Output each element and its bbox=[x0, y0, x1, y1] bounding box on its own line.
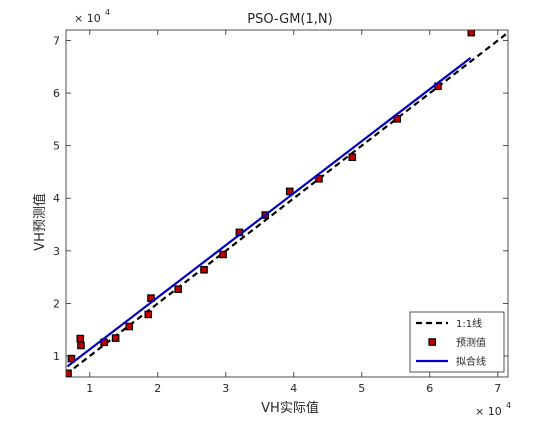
x-tick-label: 7 bbox=[494, 382, 501, 395]
data-point bbox=[467, 30, 476, 37]
data-point bbox=[111, 334, 120, 342]
x-exponent-base: × 10 bbox=[475, 405, 502, 418]
y-tick-label: 1 bbox=[53, 350, 60, 363]
data-point bbox=[66, 369, 72, 377]
x-axis-label: VH实际值 bbox=[261, 400, 319, 416]
y-tick-label: 3 bbox=[53, 245, 60, 258]
data-point bbox=[200, 265, 208, 274]
legend-label: 预测值 bbox=[456, 336, 486, 349]
legend-item: 拟合线 bbox=[416, 355, 486, 368]
x-tick-label: 3 bbox=[222, 382, 229, 395]
y-tick-label: 6 bbox=[53, 87, 60, 100]
fit-line bbox=[66, 56, 472, 368]
y-exponent-power: 4 bbox=[105, 8, 110, 17]
data-point bbox=[76, 334, 85, 343]
data-point bbox=[285, 187, 294, 196]
axes-box bbox=[65, 29, 509, 378]
legend-label: 拟合线 bbox=[456, 355, 486, 368]
legend-swatch bbox=[428, 338, 437, 346]
x-tick-label: 2 bbox=[154, 382, 161, 395]
data-point bbox=[125, 322, 134, 331]
y-tick-label: 7 bbox=[53, 35, 60, 48]
legend-box bbox=[409, 311, 505, 373]
data-point bbox=[219, 250, 227, 259]
legend-item: 预测值 bbox=[428, 336, 486, 349]
data-point bbox=[348, 153, 357, 162]
y-axis-label: VH预测值 bbox=[32, 193, 48, 251]
data-point bbox=[315, 174, 323, 183]
y-exponent-base: × 10 bbox=[74, 12, 101, 25]
x-tick-label: 5 bbox=[358, 382, 365, 395]
x-tick-label: 4 bbox=[290, 382, 297, 395]
data-point bbox=[144, 310, 153, 319]
x-tick-label: 1 bbox=[86, 382, 93, 395]
data-point bbox=[174, 285, 183, 293]
y-tick-label: 2 bbox=[53, 297, 60, 310]
x-tick-label: 6 bbox=[426, 382, 433, 395]
y-tick-label: 4 bbox=[53, 192, 60, 205]
y-exponent-label: × 10 4 bbox=[74, 8, 110, 25]
data-point bbox=[393, 115, 401, 123]
chart-title: PSO-GM(1,N) bbox=[247, 12, 332, 27]
legend-label: 1:1线 bbox=[456, 317, 482, 330]
y-tick-label: 5 bbox=[53, 140, 60, 153]
data-point bbox=[67, 354, 76, 363]
x-exponent-power: 4 bbox=[506, 401, 511, 410]
data-point bbox=[77, 341, 85, 350]
x-exponent-label: × 10 4 bbox=[475, 401, 511, 418]
legend-item: 1:1线 bbox=[416, 317, 482, 330]
